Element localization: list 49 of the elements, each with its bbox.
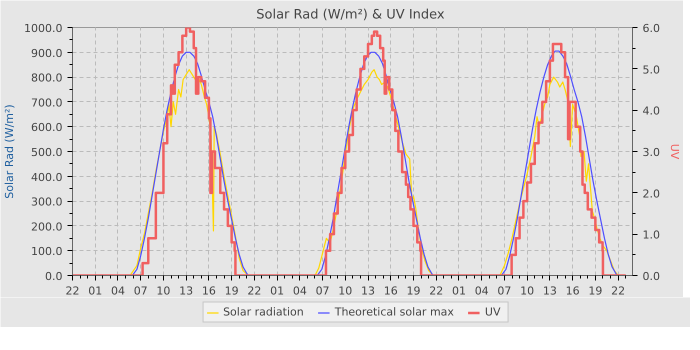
legend-label: UV (484, 306, 502, 318)
x-tick-label: 10 (156, 284, 170, 298)
y-tick-label: 200.0 (31, 220, 63, 234)
y-tick-label: 600.0 (31, 121, 63, 134)
x-tick-label: 07 (497, 284, 512, 298)
x-tick-label: 04 (474, 284, 489, 298)
y-tick-label: 900.0 (31, 46, 63, 60)
x-tick-label: 01 (452, 284, 466, 298)
legend-label: Solar radiation (223, 306, 304, 318)
y2-tick-label: 0.0 (642, 270, 660, 283)
x-tick-label: 01 (270, 284, 284, 298)
x-tick-label: 10 (520, 284, 534, 298)
y-tick-label: 1000.0 (24, 22, 63, 35)
y2-tick-label: 3.0 (642, 146, 660, 159)
y-tick-label: 800.0 (31, 72, 63, 85)
x-tick-label: 16 (202, 284, 216, 298)
y2-tick-label: 4.0 (642, 104, 660, 118)
x-tick-label: 13 (361, 284, 376, 298)
x-tick-label: 13 (542, 284, 557, 298)
chart-title: Solar Rad (W/m²) & UV Index (256, 8, 445, 22)
y-tick-label: 400.0 (31, 170, 63, 184)
x-tick-label: 22 (611, 284, 626, 298)
y-tick-label: 0.0 (45, 270, 63, 283)
x-tick-label: 01 (88, 284, 102, 298)
x-tick-label: 19 (406, 284, 421, 298)
y-tick-label: 100.0 (31, 245, 63, 258)
y2-tick-label: 1.0 (642, 228, 660, 242)
y-tick-label: 700.0 (31, 96, 63, 110)
y2-axis-title: UV (668, 144, 681, 160)
x-tick-label: 22 (429, 284, 444, 298)
x-tick-label: 22 (247, 284, 262, 298)
x-tick-label: 10 (338, 284, 352, 298)
x-tick-label: 19 (588, 284, 602, 298)
x-tick-label: 04 (292, 284, 307, 298)
x-tick-label: 13 (179, 284, 194, 298)
y-axis-title: Solar Rad (W/m²) (3, 104, 16, 199)
y2-tick-label: 6.0 (642, 22, 660, 35)
x-tick-label: 04 (110, 284, 125, 298)
x-tick-label: 16 (566, 284, 580, 298)
y-tick-label: 300.0 (31, 196, 63, 209)
x-tick-label: 16 (384, 284, 398, 298)
y2-tick-label: 2.0 (642, 187, 660, 200)
x-tick-label: 07 (316, 284, 330, 298)
y2-tick-label: 5.0 (642, 63, 660, 76)
y-tick-label: 500.0 (31, 146, 63, 159)
x-tick-label: 19 (224, 284, 239, 298)
x-tick-label: 22 (66, 284, 80, 298)
x-tick-label: 07 (134, 284, 148, 298)
legend-label: Theoretical solar max (334, 306, 454, 318)
